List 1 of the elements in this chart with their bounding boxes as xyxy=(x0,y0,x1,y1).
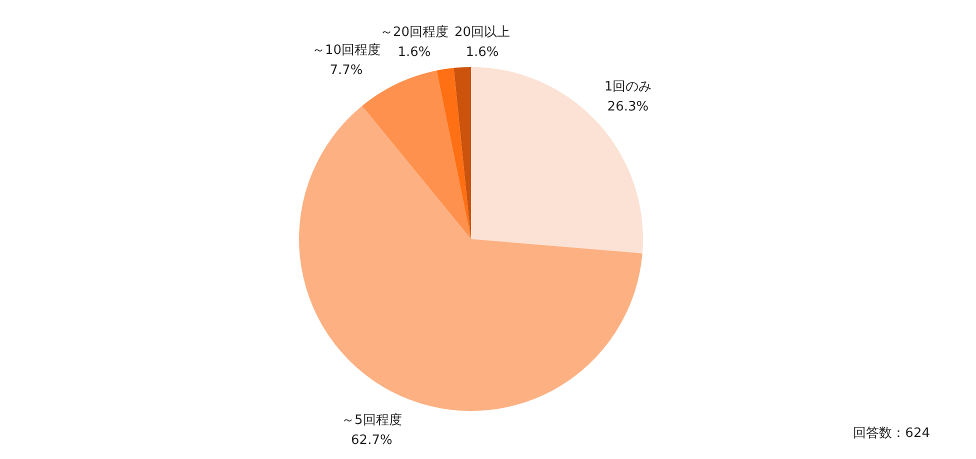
text: 回答数：624 xyxy=(853,426,930,441)
